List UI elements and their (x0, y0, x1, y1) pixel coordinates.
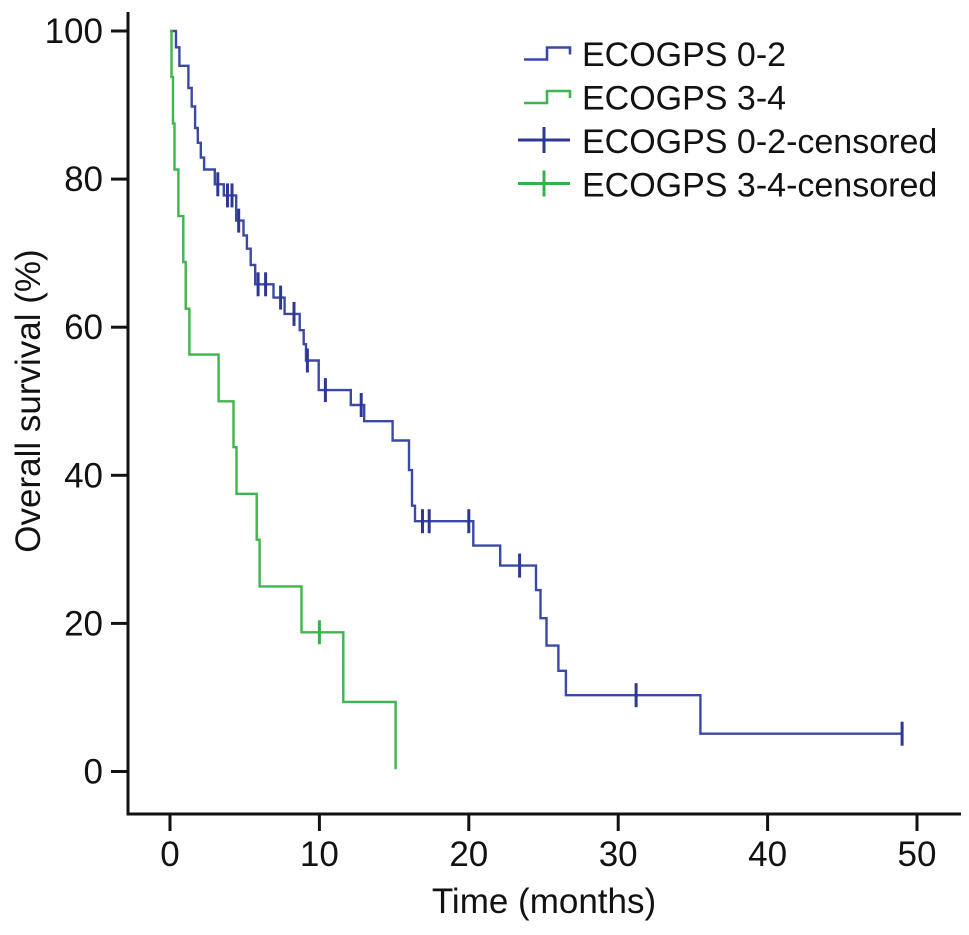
legend-label-ecogps-0-2-censored: ECOGPS 0-2-censored (582, 123, 937, 161)
y-tick-label: 80 (64, 160, 103, 199)
y-tick-label: 0 (84, 753, 103, 792)
legend-label-ecogps-3-4: ECOGPS 3-4 (582, 80, 786, 118)
y-axis-title: Overall survival (%) (9, 249, 48, 552)
x-tick-label: 30 (599, 835, 638, 874)
legend: ECOGPS 0-2 ECOGPS 3-4 ECOGPS 0-2-censore… (518, 36, 937, 205)
y-tick-label: 100 (45, 12, 103, 51)
x-tick-label: 40 (748, 835, 787, 874)
x-tick-label: 10 (300, 835, 339, 874)
legend-label-ecogps-0-2: ECOGPS 0-2 (582, 36, 786, 74)
legend-censor-plus-icon-ecogps-0-2 (518, 127, 570, 153)
y-tick-label: 20 (64, 604, 103, 643)
axes: 0 20 40 60 80 100 0 10 20 30 40 50 (45, 12, 961, 874)
legend-label-ecogps-3-4-censored: ECOGPS 3-4-censored (582, 167, 937, 205)
x-axis-title: Time (months) (432, 882, 656, 921)
km-curve-ecogps-0-2 (170, 29, 903, 735)
legend-step-line-icon-ecogps-0-2 (524, 46, 572, 61)
km-curve-ecogps-3-4 (170, 29, 397, 770)
y-tick-label: 60 (64, 308, 103, 347)
x-tick-label: 0 (160, 835, 179, 874)
x-tick-label: 50 (898, 835, 937, 874)
y-tick-label: 40 (64, 456, 103, 495)
legend-step-line-icon-ecogps-3-4 (524, 89, 572, 105)
x-tick-label: 20 (449, 835, 488, 874)
survival-curves (170, 29, 904, 770)
legend-censor-plus-icon-ecogps-3-4 (518, 170, 570, 197)
